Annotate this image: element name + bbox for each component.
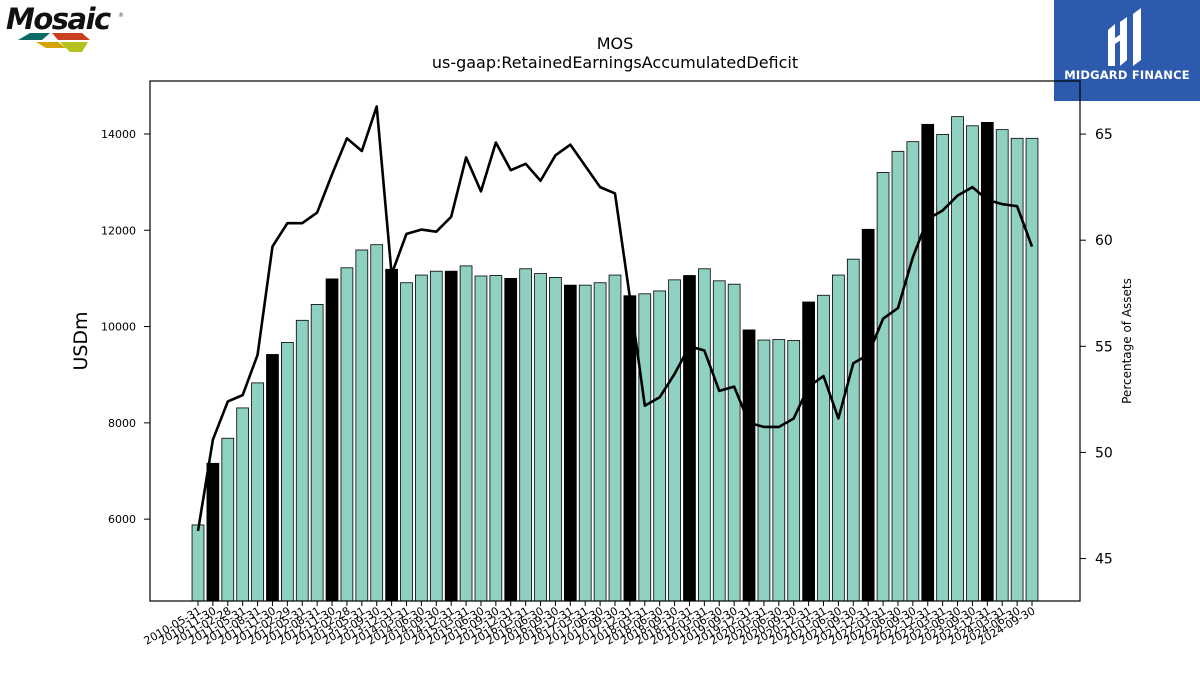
bar-2014-06-30 (415, 274, 428, 602)
bar-2012-11-30 (325, 278, 339, 602)
bar-2021-06-30 (832, 274, 845, 602)
midgard-finance-watermark: MIDGARD FINANCE (1054, 0, 1200, 101)
bar-2014-12-31 (444, 270, 458, 602)
bar-2011-11-30 (266, 354, 279, 602)
y-tick-label: 10000 (101, 321, 136, 334)
bar-2010-05-31 (191, 524, 205, 602)
bar-2011-02-28 (221, 437, 235, 602)
bar-2017-06-30 (593, 282, 607, 602)
bar-2024-03-31 (995, 129, 1009, 602)
bar-2021-03-31 (817, 294, 830, 602)
bar-2016-06-30 (534, 273, 547, 602)
chart-subtitle: us-gaap:RetainedEarningsAccumulatedDefic… (432, 53, 798, 72)
mosaic-wordmark: Mosaic (6, 2, 111, 36)
registered-mark: ® (118, 12, 124, 19)
bar-2023-03-31 (936, 134, 950, 602)
bar-2021-12-31 (861, 228, 875, 602)
bar-2017-09-30 (608, 274, 622, 602)
bar-2011-05-31 (236, 407, 250, 602)
bar-2016-09-30 (549, 277, 562, 602)
bar-2022-06-30 (891, 150, 905, 602)
bar-2018-12-31 (683, 275, 696, 602)
bar-2013-02-28 (340, 267, 354, 602)
y-tick-label: 6000 (108, 513, 136, 526)
bar-2021-09-30 (846, 258, 860, 602)
bar-2023-06-30 (951, 116, 964, 602)
y2-axis-label: Percentage of Assets (1120, 278, 1134, 404)
bar-2022-03-31 (876, 172, 890, 602)
bar-2023-12-31 (980, 122, 994, 602)
midgard-logo-icon (1108, 8, 1141, 66)
bar-2012-02-29 (280, 342, 294, 602)
bar-2022-12-31 (921, 123, 935, 602)
bar-2019-03-31 (698, 268, 711, 602)
line-group (196, 105, 1034, 532)
bar-2013-05-31 (355, 249, 369, 602)
bar-2024-09-30 (1025, 137, 1039, 602)
bar-2020-03-31 (757, 339, 771, 602)
percentage-line (196, 105, 1034, 532)
bar-2012-08-31 (310, 304, 324, 602)
y-axis-label: USDm (70, 311, 92, 370)
bar-2019-06-30 (712, 280, 726, 602)
bar-2020-12-31 (802, 301, 815, 602)
bar-2020-09-30 (787, 340, 801, 602)
bar-2013-09-30 (370, 244, 384, 602)
bar-2014-03-31 (400, 282, 413, 602)
right-axis: 45 50 55 60 65 (1080, 127, 1113, 568)
bar-2019-09-30 (727, 283, 741, 602)
bar-2018-06-30 (653, 290, 667, 602)
bar-2022-09-30 (906, 141, 920, 602)
y-tick-label: 14000 (101, 128, 136, 141)
y2-tick-label: 45 (1095, 552, 1113, 568)
mosaic-tiles-icon (18, 33, 90, 52)
midgard-finance-label: MIDGARD FINANCE (1064, 68, 1190, 82)
bar-2015-03-31 (459, 265, 473, 602)
bar-2014-09-30 (429, 270, 443, 602)
bar-2015-06-30 (474, 275, 488, 602)
y2-tick-label: 65 (1095, 127, 1113, 143)
bar-2018-03-31 (638, 293, 652, 602)
bar-2019-12-31 (742, 329, 756, 602)
bar-2017-12-31 (623, 295, 637, 602)
bar-2012-05-31 (295, 319, 309, 602)
bar-2015-09-30 (489, 275, 503, 602)
y2-tick-label: 60 (1095, 233, 1113, 249)
bar-2013-12-31 (385, 268, 398, 602)
mosaic-logo: Mosaic ® (4, 2, 134, 62)
bar-2010-11-30 (206, 462, 220, 602)
bar-2017-03-31 (578, 284, 592, 602)
bar-2018-09-30 (668, 279, 681, 602)
x-axis: 2010-05-312010-11-302011-02-282011-05-31… (142, 601, 1038, 648)
bar-2023-09-30 (966, 125, 979, 602)
bar-2016-12-31 (563, 284, 577, 602)
chart-title: MOS (597, 34, 634, 53)
bar-2011-08-31 (251, 382, 264, 602)
y2-tick-label: 55 (1095, 339, 1113, 355)
bar-group (191, 116, 1039, 602)
y2-tick-label: 50 (1095, 445, 1113, 461)
y-tick-label: 8000 (108, 417, 136, 430)
bar-2016-03-31 (519, 268, 533, 602)
left-axis: 6000 8000 10000 12000 14000 (101, 128, 150, 526)
y-tick-label: 12000 (101, 224, 136, 237)
bar-2020-06-30 (772, 339, 786, 602)
bar-2015-12-31 (504, 278, 518, 602)
